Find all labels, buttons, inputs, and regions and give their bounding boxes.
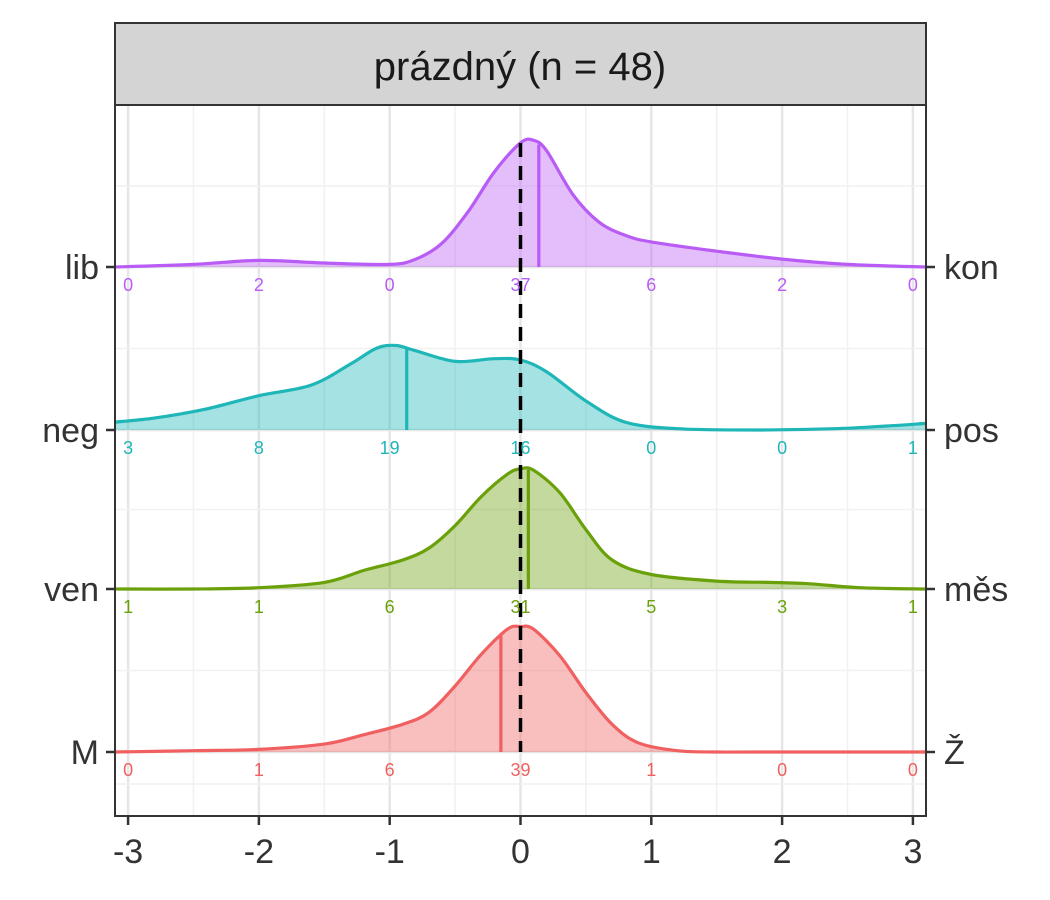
count-label: 31 <box>510 597 530 617</box>
count-label: 2 <box>254 275 264 295</box>
density-area <box>115 345 926 430</box>
count-label: 1 <box>646 760 656 780</box>
x-tick-label: 0 <box>511 833 530 871</box>
count-label: 0 <box>123 760 133 780</box>
x-tick-label: 2 <box>773 833 792 871</box>
y-label-right: kon <box>944 249 999 287</box>
y-label-left: M <box>71 734 99 772</box>
density-area <box>115 626 926 753</box>
count-label: 19 <box>380 438 400 458</box>
count-label: 1 <box>123 597 133 617</box>
y-label-right: Ž <box>944 734 965 772</box>
count-label: 8 <box>254 438 264 458</box>
strip-background <box>114 22 927 106</box>
y-label-left: ven <box>44 571 99 609</box>
mean-lines <box>405 144 541 752</box>
panel-title: prázdný (n = 48) <box>374 45 666 89</box>
count-label: 0 <box>385 275 395 295</box>
count-label: 6 <box>385 760 395 780</box>
axes: lib kon neg pos ven měs M Ž -3 -2 -1 0 1 2 3 <box>42 249 1008 871</box>
count-label: 1 <box>254 760 264 780</box>
count-label: 37 <box>510 275 530 295</box>
count-label: 39 <box>510 760 530 780</box>
count-label: 1 <box>254 597 264 617</box>
count-label: 3 <box>123 438 133 458</box>
count-label: 1 <box>908 438 918 458</box>
density-line <box>114 624 926 754</box>
x-tick-label: -1 <box>375 833 405 871</box>
count-label: 6 <box>646 275 656 295</box>
count-label: 1 <box>908 597 918 617</box>
count-label: 0 <box>777 438 787 458</box>
count-label: 2 <box>777 275 787 295</box>
count-label: 5 <box>646 597 656 617</box>
x-tick-label: -2 <box>244 833 274 871</box>
count-label: 16 <box>510 438 530 458</box>
count-label: 6 <box>385 597 395 617</box>
count-label: 0 <box>646 438 656 458</box>
density-line <box>114 137 927 269</box>
x-tick-label: 1 <box>642 833 661 871</box>
y-label-right: měs <box>944 571 1008 609</box>
count-label: 0 <box>908 275 918 295</box>
y-label-left: lib <box>65 249 99 287</box>
density-area <box>115 139 926 267</box>
count-label: 3 <box>777 597 787 617</box>
x-tick-label: -3 <box>113 833 143 871</box>
y-label-right: pos <box>944 412 999 450</box>
count-label: 0 <box>123 275 133 295</box>
density-area <box>115 467 926 590</box>
count-labels: 0 2 0 37 6 2 03 8 19 16 0 0 11 1 6 31 5 3 10 1 6 39 1 0 0 <box>123 275 918 780</box>
y-label-left: neg <box>42 412 99 450</box>
density-line <box>114 343 927 432</box>
count-label: 0 <box>908 760 918 780</box>
count-label: 0 <box>777 760 787 780</box>
panel-strip: prázdný (n = 48) <box>114 22 927 106</box>
x-tick-label: 3 <box>903 833 922 871</box>
